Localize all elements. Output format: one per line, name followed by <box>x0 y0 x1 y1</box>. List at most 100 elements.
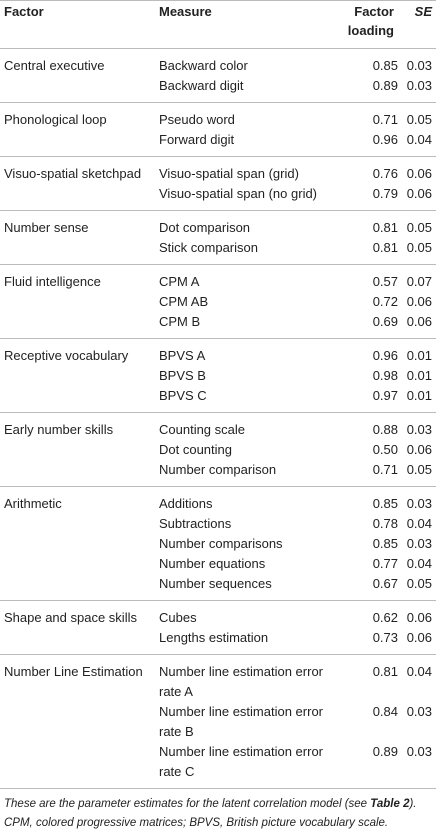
factor-cell: Arithmetic <box>4 496 62 511</box>
se-cell: 0.06 <box>406 166 432 181</box>
table-row: Receptive vocabulary BPVS A 0.96 0.01 <box>0 346 436 366</box>
loading-cell: 0.73 <box>372 630 398 645</box>
se-cell: 0.03 <box>406 704 432 719</box>
empty-cell <box>0 130 159 150</box>
empty-cell <box>0 238 159 258</box>
measure-cell: BPVS B <box>159 368 206 383</box>
table-row: Lengths estimation 0.73 0.06 <box>0 628 436 648</box>
measure-cell: CPM A <box>159 274 200 289</box>
empty-cell <box>0 440 159 460</box>
empty-cell <box>0 514 159 534</box>
loading-cell: 0.81 <box>372 240 398 255</box>
loading-cell: 0.72 <box>372 294 398 309</box>
measure-cell: Lengths estimation <box>159 630 269 645</box>
factor-group: Early number skills Counting scale 0.88 0.0… <box>0 413 436 487</box>
table-row: Visuo-spatial sketchpad Visuo-spatial spa… <box>0 164 436 184</box>
header-cell: Factor loading <box>347 4 394 38</box>
measure-cell: Cubes <box>159 610 197 625</box>
loading-cell: 0.85 <box>372 496 398 511</box>
se-cell: 0.06 <box>406 314 432 329</box>
se-cell: 0.03 <box>406 78 432 93</box>
se-cell: 0.06 <box>406 630 432 645</box>
loading-cell: 0.81 <box>372 220 398 235</box>
factor-cell: Fluid intelligence <box>4 274 101 289</box>
loading-cell: 0.88 <box>372 422 398 437</box>
measure-cell: Number comparison <box>159 462 277 477</box>
factor-group: Number Line Estimation Number line estima… <box>0 655 436 789</box>
loading-cell: 0.89 <box>372 744 398 759</box>
factor-cell: Number sense <box>4 220 89 235</box>
se-cell: 0.05 <box>406 220 432 235</box>
footnote: These are the parameter estimates for th… <box>0 789 436 833</box>
table-row: Dot counting 0.50 0.06 <box>0 440 436 460</box>
table-row: CPM AB 0.72 0.06 <box>0 292 436 312</box>
se-cell: 0.03 <box>406 422 432 437</box>
loading-cell: 0.71 <box>372 112 398 127</box>
measure-cell: Additions <box>159 496 213 511</box>
factor-group: Number sense Dot comparison 0.81 0.05 Stick … <box>0 211 436 265</box>
factor-group: Phonological loop Pseudo word 0.71 0.05 Forw… <box>0 103 436 157</box>
measure-cell: Dot comparison <box>159 220 251 235</box>
measure-cell: Number comparisons <box>159 536 283 551</box>
measure-cell: Number line estimation error rate C <box>159 744 324 779</box>
se-cell: 0.05 <box>406 462 432 477</box>
measure-cell: Visuo-spatial span (grid) <box>159 166 299 181</box>
loading-cell: 0.79 <box>372 186 398 201</box>
measure-cell: CPM AB <box>159 294 209 309</box>
table-row: Number line estimation error rate C 0.89 0… <box>0 742 436 782</box>
measure-cell: Forward digit <box>159 132 235 147</box>
measure-cell: Backward digit <box>159 78 244 93</box>
measure-cell: Counting scale <box>159 422 245 437</box>
se-cell: 0.06 <box>406 186 432 201</box>
measure-cell: CPM B <box>159 314 201 329</box>
header-cell: SE <box>414 4 432 19</box>
se-cell: 0.03 <box>406 496 432 511</box>
se-cell: 0.03 <box>406 744 432 759</box>
measure-cell: BPVS A <box>159 348 206 363</box>
empty-cell <box>0 702 159 742</box>
table-row: CPM B 0.69 0.06 <box>0 312 436 332</box>
se-cell: 0.01 <box>406 348 432 363</box>
table-row: Forward digit 0.96 0.04 <box>0 130 436 150</box>
measure-cell: Pseudo word <box>159 112 235 127</box>
se-cell: 0.04 <box>406 132 432 147</box>
table-row: Number equations 0.77 0.04 <box>0 554 436 574</box>
footnote-text: ). CPM, colored progressive matrices; BP… <box>4 798 417 829</box>
table-row: Number Line Estimation Number line estima… <box>0 662 436 702</box>
loading-cell: 0.77 <box>372 556 398 571</box>
table-row: BPVS C 0.97 0.01 <box>0 386 436 406</box>
loading-cell: 0.71 <box>372 462 398 477</box>
measure-cell: Dot counting <box>159 442 232 457</box>
loading-cell: 0.85 <box>372 58 398 73</box>
factor-cell: Shape and space skills <box>4 610 137 625</box>
factor-cell: Number Line Estimation <box>4 664 143 679</box>
table-row: Phonological loop Pseudo word 0.71 0.05 <box>0 110 436 130</box>
table-row: Fluid intelligence CPM A 0.57 0.07 <box>0 272 436 292</box>
loading-cell: 0.96 <box>372 348 398 363</box>
se-cell: 0.01 <box>406 388 432 403</box>
empty-cell <box>0 742 159 782</box>
measure-cell: Stick comparison <box>159 240 258 255</box>
se-cell: 0.04 <box>406 664 432 679</box>
factor-cell: Central executive <box>4 58 105 73</box>
se-cell: 0.01 <box>406 368 432 383</box>
measure-cell: Backward color <box>159 58 248 73</box>
loading-cell: 0.57 <box>372 274 398 289</box>
se-cell: 0.06 <box>406 442 432 457</box>
header-cell: Measure <box>159 4 212 19</box>
table-row: Number line estimation error rate B 0.84 0… <box>0 702 436 742</box>
table-header: Factor Measure Factor loading SE <box>0 0 436 49</box>
loading-cell: 0.67 <box>372 576 398 591</box>
se-cell: 0.04 <box>406 516 432 531</box>
table-row: Number comparisons 0.85 0.03 <box>0 534 436 554</box>
empty-cell <box>0 554 159 574</box>
se-cell: 0.03 <box>406 536 432 551</box>
factor-cell: Visuo-spatial sketchpad <box>4 166 142 181</box>
factor-group: Central executive Backward color 0.85 0.03 B… <box>0 49 436 103</box>
loading-cell: 0.96 <box>372 132 398 147</box>
factor-cell: Phonological loop <box>4 112 107 127</box>
loading-cell: 0.89 <box>372 78 398 93</box>
measure-cell: BPVS C <box>159 388 207 403</box>
se-cell: 0.05 <box>406 576 432 591</box>
table-row: Arithmetic Additions 0.85 0.03 <box>0 494 436 514</box>
